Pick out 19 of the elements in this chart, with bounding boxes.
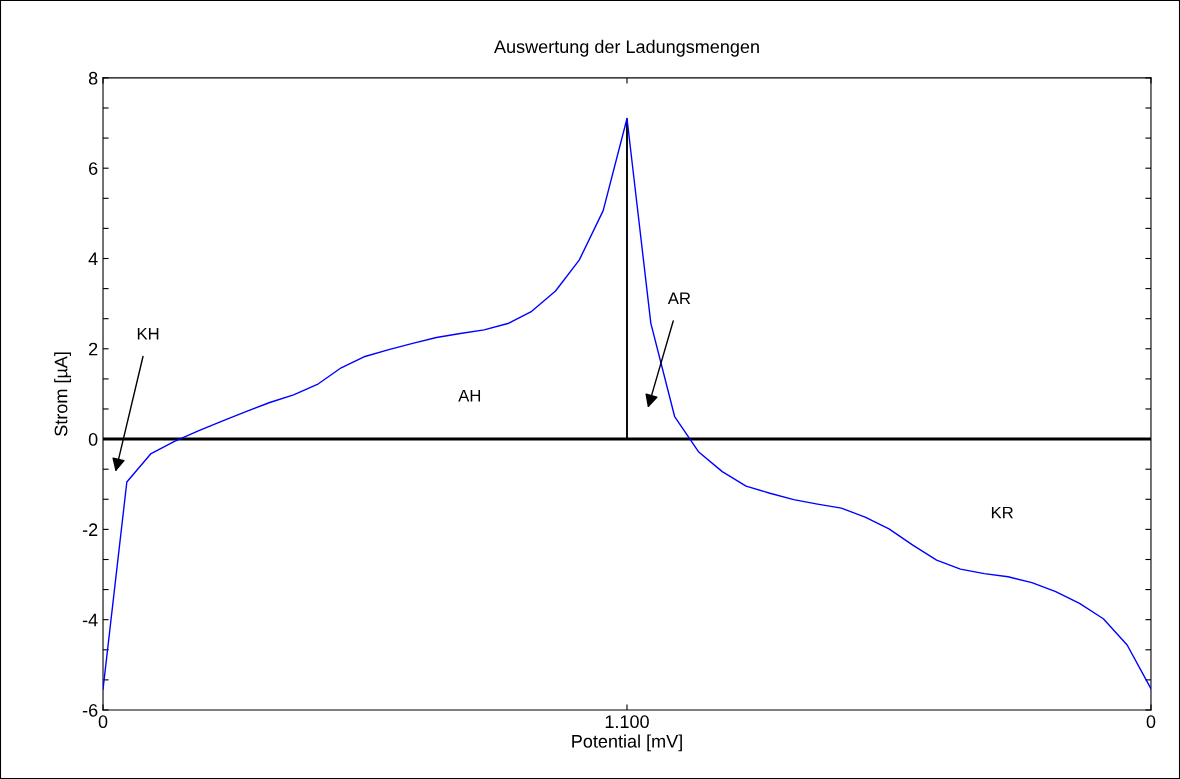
x-tick-label: 0 xyxy=(98,715,108,729)
y-tick-label: 6 xyxy=(89,162,98,175)
x-tick-label: 0 xyxy=(1146,715,1156,729)
y-tick-label: -2 xyxy=(82,523,98,536)
annotation: AH xyxy=(458,389,481,402)
line-series xyxy=(103,117,1151,690)
annotation: KR xyxy=(991,506,1013,519)
annotation: KH xyxy=(137,328,159,340)
y-tick-label: -4 xyxy=(82,613,98,627)
y-axis-title: Strom [µA] xyxy=(54,352,71,436)
x-tick-label: 1.100 xyxy=(605,715,649,729)
x-axis-title: Potential [mV] xyxy=(572,734,682,752)
y-tick-label: 0 xyxy=(88,433,98,446)
y-tick-label: 8 xyxy=(88,71,98,85)
y-tick-label: 2 xyxy=(89,342,98,356)
chart-title: Auswertung der Ladungsmengen xyxy=(494,39,759,57)
y-tick-label: -6 xyxy=(82,703,98,717)
y-tick-label: 4 xyxy=(88,252,98,266)
annotation: AR xyxy=(667,292,691,305)
